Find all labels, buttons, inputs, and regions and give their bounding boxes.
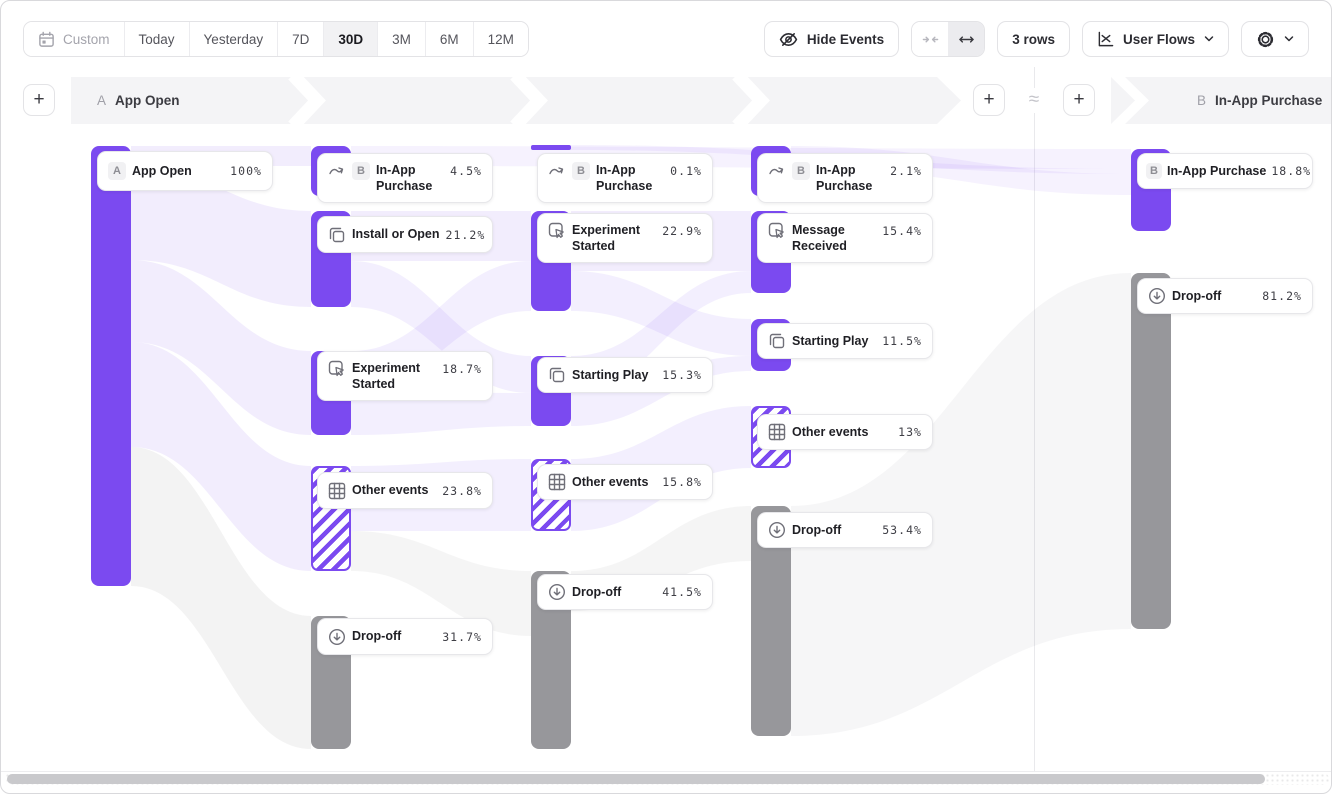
flow-arrow-icon	[768, 162, 786, 180]
line-chart-icon	[1097, 31, 1114, 48]
flow-node-drop-off[interactable]: Drop-off 53.4%	[757, 512, 933, 548]
date-range-30d[interactable]: 30D	[324, 22, 379, 56]
settings-button[interactable]	[1241, 21, 1309, 57]
canvas-bottom-border	[1, 771, 1331, 772]
date-range-custom[interactable]: Custom	[24, 22, 125, 56]
step-band-a	[71, 77, 961, 124]
flow-bar-app-open[interactable]	[91, 146, 131, 586]
date-range-selector: Custom Today Yesterday 7D 30D 3M 6M 12M	[23, 21, 529, 57]
flow-node-drop-off-end[interactable]: Drop-off 81.2%	[1137, 278, 1313, 314]
flow-node-in-app-purchase[interactable]: B In-App Purchase 0.1%	[537, 153, 713, 203]
rows-button[interactable]: 3 rows	[997, 21, 1070, 57]
panel-divider	[1034, 67, 1035, 771]
cursor-click-icon	[768, 222, 786, 240]
date-range-3m[interactable]: 3M	[378, 22, 426, 56]
chevron-down-icon	[1204, 34, 1214, 44]
flow-node-other-events[interactable]: Other events 13%	[757, 414, 933, 450]
flow-node-message-received[interactable]: Message Received 15.4%	[757, 213, 933, 263]
expand-columns-button[interactable]	[948, 22, 985, 56]
flow-node-drop-off[interactable]: Drop-off 31.7%	[317, 618, 493, 655]
approx-icon: ≈	[1020, 88, 1048, 113]
flow-node-experiment-started[interactable]: Experiment Started 18.7%	[317, 351, 493, 401]
copy-icon	[768, 332, 786, 350]
calendar-icon	[38, 31, 55, 48]
flow-node-starting-play[interactable]: Starting Play 15.3%	[537, 357, 713, 393]
view-selector[interactable]: User Flows	[1081, 21, 1229, 57]
collapse-arrows-icon	[922, 31, 939, 48]
grid-icon	[548, 473, 566, 491]
expand-arrows-icon	[958, 31, 975, 48]
horizontal-scrollbar-thumb[interactable]	[7, 774, 1265, 784]
hide-events-button[interactable]: Hide Events	[763, 21, 900, 57]
flow-bar-in-app-purchase-2[interactable]	[531, 145, 571, 150]
toolbar: Custom Today Yesterday 7D 30D 3M 6M 12M …	[23, 21, 1309, 57]
toolbar-right: Hide Events 3 rows	[763, 21, 1309, 57]
arrow-down-circle-icon	[1148, 287, 1166, 305]
steps-header: A App Open B In-App Purchase + + + ≈	[1, 77, 1331, 124]
copy-icon	[548, 366, 566, 384]
flow-bar-drop-off-end[interactable]	[1131, 273, 1171, 629]
copy-icon	[328, 226, 346, 244]
flow-node-other-events[interactable]: Other events 23.8%	[317, 472, 493, 509]
grid-icon	[768, 423, 786, 441]
arrow-down-circle-icon	[548, 583, 566, 601]
flow-node-drop-off[interactable]: Drop-off 41.5%	[537, 574, 713, 610]
flow-arrow-icon	[328, 162, 346, 180]
flow-node-install-or-open[interactable]: Install or Open 21.2%	[317, 216, 493, 253]
add-step-button-left[interactable]: +	[23, 84, 55, 116]
date-range-6m[interactable]: 6M	[425, 22, 474, 56]
flow-arrow-icon	[548, 162, 566, 180]
arrow-down-circle-icon	[768, 521, 786, 539]
cursor-click-icon	[548, 222, 566, 240]
add-step-button-right[interactable]: +	[1063, 84, 1095, 116]
date-range-12m[interactable]: 12M	[473, 22, 528, 56]
chevron-down-icon	[1284, 34, 1294, 44]
cursor-click-icon	[328, 360, 346, 378]
date-range-today[interactable]: Today	[124, 22, 190, 56]
date-range-yesterday[interactable]: Yesterday	[189, 22, 279, 56]
flow-node-in-app-purchase[interactable]: B In-App Purchase 4.5%	[317, 153, 493, 203]
collapse-expand-toggle	[911, 21, 986, 57]
collapse-columns-button[interactable]	[912, 22, 949, 56]
flow-node-app-open[interactable]: A App Open 100%	[97, 151, 273, 191]
step-b-title: B In-App Purchase	[1197, 93, 1323, 108]
date-range-7d[interactable]: 7D	[278, 22, 325, 56]
add-step-button-mid[interactable]: +	[973, 84, 1005, 116]
flow-node-experiment-started[interactable]: Experiment Started 22.9%	[537, 213, 713, 263]
step-band-b	[1111, 77, 1331, 124]
flow-node-in-app-purchase[interactable]: B In-App Purchase 2.1%	[757, 153, 933, 203]
gear-icon	[1256, 30, 1275, 49]
step-a-title: A App Open	[97, 93, 180, 108]
arrow-down-circle-icon	[328, 628, 346, 646]
flow-node-in-app-purchase-end[interactable]: B In-App Purchase 18.8%	[1137, 153, 1313, 189]
grid-icon	[328, 482, 346, 500]
flow-node-starting-play[interactable]: Starting Play 11.5%	[757, 323, 933, 359]
eye-off-icon	[779, 30, 798, 49]
flow-node-other-events[interactable]: Other events 15.8%	[537, 464, 713, 500]
